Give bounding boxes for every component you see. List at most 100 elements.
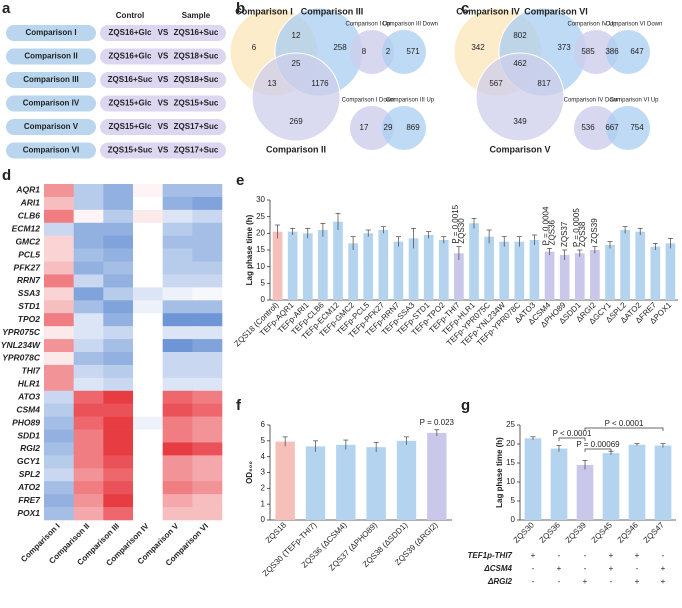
heat-cell xyxy=(73,326,104,340)
heat-cell xyxy=(162,468,193,482)
heat-cell xyxy=(162,455,193,469)
bar xyxy=(287,231,298,300)
heat-cell xyxy=(44,235,74,249)
annotation: P = 0.0015 xyxy=(451,204,460,243)
matrix-mark: + xyxy=(609,551,614,560)
heat-cell xyxy=(44,352,74,366)
y-tick-label: 25 xyxy=(506,420,515,429)
significance-bracket xyxy=(558,437,586,441)
y-axis-title: Lag phase time (h) xyxy=(495,437,504,508)
heat-cell xyxy=(162,222,193,236)
bar xyxy=(272,231,283,300)
vs: VS xyxy=(158,28,169,37)
heat-cell xyxy=(133,416,163,430)
sample: ZQS17+Suc xyxy=(174,122,219,131)
bar xyxy=(427,432,447,520)
heat-cell xyxy=(133,248,163,262)
comparison-name: Comparison I xyxy=(25,28,76,37)
bar xyxy=(302,233,313,300)
heat-cell xyxy=(44,287,74,301)
heat-cell xyxy=(133,429,163,443)
bar xyxy=(469,223,479,300)
region-count: 802 xyxy=(513,31,527,40)
heat-cell xyxy=(192,248,223,262)
annotation: ZQS39 xyxy=(590,218,599,244)
heat-cell xyxy=(103,313,134,327)
bar xyxy=(514,241,525,300)
heat-cell xyxy=(192,196,223,211)
heat-cell xyxy=(44,222,74,236)
panel-letter: f xyxy=(236,397,242,414)
region-count: 12 xyxy=(292,31,301,40)
bar xyxy=(590,250,600,300)
heat-cell xyxy=(44,481,74,495)
bar xyxy=(650,246,661,300)
heat-cell xyxy=(162,313,193,327)
heat-cell xyxy=(192,287,223,301)
gene-label: RRN7 xyxy=(17,275,41,285)
heat-cell xyxy=(162,339,193,353)
set-label: Comparison II xyxy=(266,144,326,154)
heat-cell xyxy=(103,481,134,495)
heat-cell xyxy=(103,429,134,443)
heat-cell xyxy=(133,313,163,327)
bar xyxy=(484,236,494,300)
heat-cell xyxy=(192,481,223,495)
condition-pill xyxy=(100,72,226,88)
y-tick-label: 2 xyxy=(261,483,266,492)
heat-cell xyxy=(103,184,134,198)
heat-cell xyxy=(192,403,223,417)
region-count: 386 xyxy=(605,47,619,56)
region-count: 869 xyxy=(406,123,420,132)
heat-cell xyxy=(103,326,134,340)
comparison-pill xyxy=(6,95,96,112)
sample: ZQS15+Suc xyxy=(174,99,219,108)
set-label: Comparison III Up xyxy=(386,98,435,104)
gene-label: TPO2 xyxy=(18,314,40,324)
heat-cell xyxy=(103,222,134,236)
heat-cell xyxy=(192,209,223,224)
significance-bracket xyxy=(584,448,612,452)
heat-cell xyxy=(162,184,193,198)
comparison-pill xyxy=(6,72,96,88)
matrix-mark: + xyxy=(583,577,588,586)
annotation: ZQS38 xyxy=(578,221,587,247)
heat-cell xyxy=(73,403,104,417)
heat-cell xyxy=(162,287,193,301)
set-label: Comparison I Down xyxy=(342,98,395,104)
x-tick-label: ZQS46 xyxy=(616,520,641,545)
sample: ZQS18+Suc xyxy=(174,75,219,84)
heat-cell xyxy=(73,261,104,275)
heat-cell xyxy=(192,507,223,521)
gene-label: CSM4 xyxy=(16,404,40,414)
gene-label: POX1 xyxy=(17,508,40,518)
y-tick-label: 5 xyxy=(261,436,266,445)
control: ZQS15+Glc xyxy=(109,99,152,108)
heat-cell xyxy=(162,209,193,224)
panel-letter: e xyxy=(236,172,244,189)
heat-cell xyxy=(192,494,223,508)
heat-cell xyxy=(162,352,193,366)
venn-set xyxy=(574,30,618,74)
heat-cell xyxy=(73,507,104,521)
bar xyxy=(408,238,419,300)
bar xyxy=(275,441,295,520)
annotation: P = 0.0004 xyxy=(542,206,551,245)
heat-cell xyxy=(162,377,193,392)
heat-cell xyxy=(73,429,104,443)
bar xyxy=(396,440,417,520)
heat-cell xyxy=(192,416,223,430)
condition-pill xyxy=(100,25,226,41)
venn-set xyxy=(475,52,565,142)
set-label: Comparison IV Up xyxy=(567,22,617,28)
heat-cell xyxy=(44,261,74,275)
heat-cell xyxy=(162,235,193,249)
matrix-mark: - xyxy=(636,564,639,573)
heat-cell xyxy=(44,209,74,224)
heat-cell xyxy=(162,481,193,495)
x-tick-label: ZQS30 (TEFp-THI7) xyxy=(261,520,319,578)
region-count: 6 xyxy=(252,43,257,52)
y-tick-label: 3 xyxy=(261,468,266,477)
venn-set xyxy=(606,106,650,150)
gene-label: RGI2 xyxy=(20,443,40,453)
